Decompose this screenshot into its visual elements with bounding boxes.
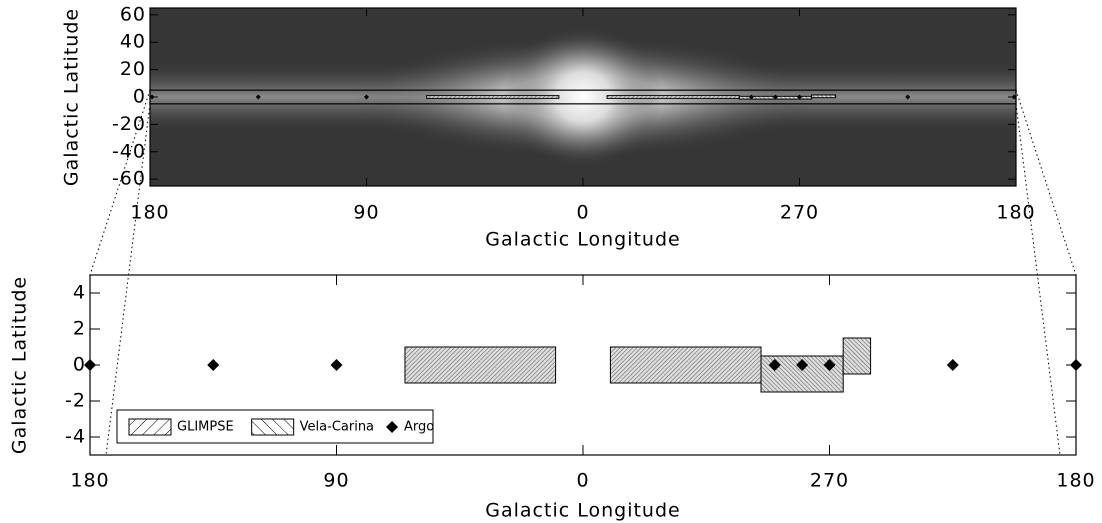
- legend: GLIMPSE Vela-Carina Argo: [117, 410, 434, 443]
- legend-swatch: [252, 419, 294, 435]
- argo-point: [331, 359, 343, 371]
- y-tick-label: 4: [73, 282, 86, 304]
- y-tick-label: -2: [65, 390, 86, 412]
- survey-box: [405, 347, 556, 383]
- figure: 1809002701806040200-20-40-60Galactic Lon…: [0, 0, 1102, 523]
- legend-swatch: [129, 419, 171, 435]
- y-tick-label: 0: [133, 86, 146, 108]
- x-tick-label: 270: [810, 470, 849, 492]
- y-tick-label: 2: [73, 318, 86, 340]
- argo-point: [1070, 359, 1082, 371]
- survey-box: [610, 347, 761, 383]
- y-tick-label: -4: [65, 426, 86, 448]
- x-tick-label: 180: [130, 202, 169, 224]
- x-tick-label: 180: [996, 202, 1035, 224]
- survey-box: [427, 96, 559, 99]
- survey-box: [812, 95, 836, 98]
- x-tick-label: 0: [576, 470, 589, 492]
- y-tick-label: 20: [120, 58, 146, 80]
- x-tick-label: 90: [323, 470, 349, 492]
- x-tick-label: 270: [780, 202, 819, 224]
- legend-label: GLIMPSE: [177, 420, 234, 435]
- legend-label: Argo: [404, 420, 434, 435]
- legend-label: Vela-Carina: [300, 420, 374, 435]
- argo-point: [207, 359, 219, 371]
- y-tick-label: -20: [112, 113, 146, 135]
- x-tick-label: 0: [576, 202, 589, 224]
- y-axis-title: Galactic Latitude: [61, 8, 83, 186]
- zoom-guide: [1016, 104, 1060, 455]
- y-tick-label: -60: [112, 168, 146, 190]
- x-tick-label: 180: [1056, 470, 1095, 492]
- survey-box: [843, 338, 870, 374]
- y-tick-label: -40: [112, 140, 146, 162]
- sky-image: [150, 8, 1016, 186]
- x-tick-label: 90: [353, 202, 379, 224]
- y-axis-title: Galactic Latitude: [9, 276, 31, 454]
- argo-point: [947, 359, 959, 371]
- zoom-guide: [1016, 90, 1076, 275]
- x-tick-label: 180: [70, 470, 109, 492]
- y-tick-label: 40: [120, 31, 146, 53]
- x-axis-title: Galactic Longitude: [485, 229, 680, 251]
- survey-box: [607, 96, 739, 99]
- x-axis-title: Galactic Longitude: [485, 500, 680, 522]
- y-tick-label: 60: [120, 3, 146, 25]
- y-tick-label: 0: [73, 354, 86, 376]
